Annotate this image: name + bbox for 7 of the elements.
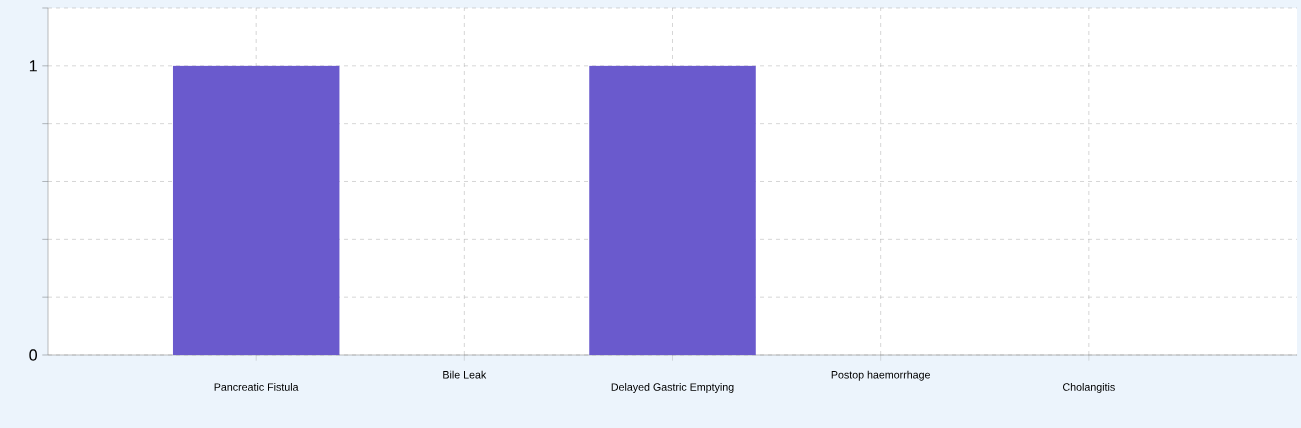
- x-tick-label: Postop haemorrhage: [831, 370, 930, 381]
- x-tick-label: Pancreatic Fistula: [214, 383, 299, 391]
- x-tick-label: Delayed Gastric Emptying: [611, 383, 734, 393]
- x-tick-label: Bile Leak: [443, 370, 487, 379]
- x-tick-label: Cholangitis: [1063, 383, 1115, 393]
- y-tick-label: 1: [29, 60, 37, 72]
- y-tick-label: 0: [29, 349, 37, 361]
